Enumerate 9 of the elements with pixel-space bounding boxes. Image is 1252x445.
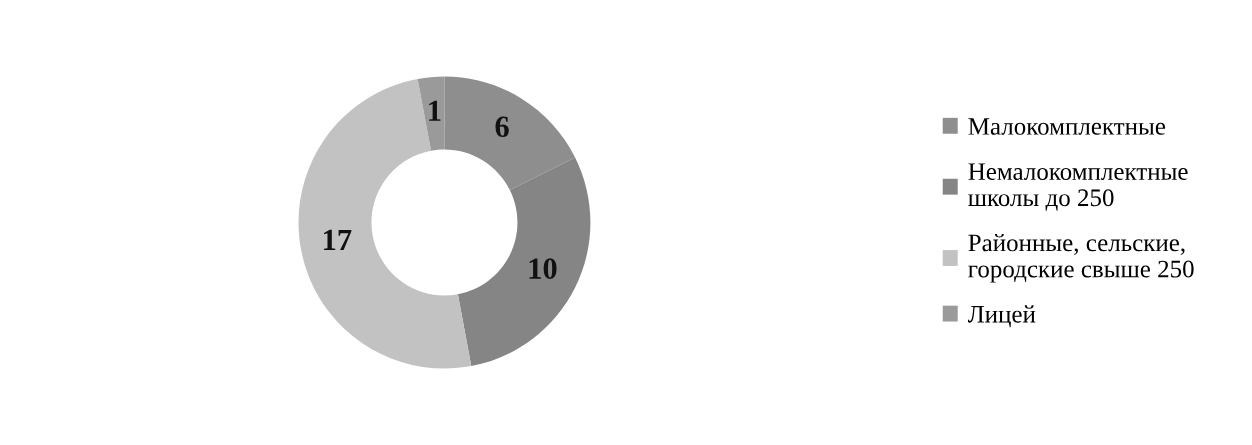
data-label: 17 <box>324 229 352 250</box>
donut-slice <box>298 79 472 369</box>
legend-label: Лицей <box>967 305 1036 328</box>
legend-label: Немалокомплектные школы до 250 <box>968 163 1188 211</box>
legend-label: Малокомплектные <box>968 118 1166 135</box>
data-label: 1 <box>429 100 441 121</box>
data-label: 10 <box>529 258 557 279</box>
legend-label: Районные, сельские, городские свыше 250 <box>968 233 1194 283</box>
data-label: 6 <box>495 116 509 138</box>
